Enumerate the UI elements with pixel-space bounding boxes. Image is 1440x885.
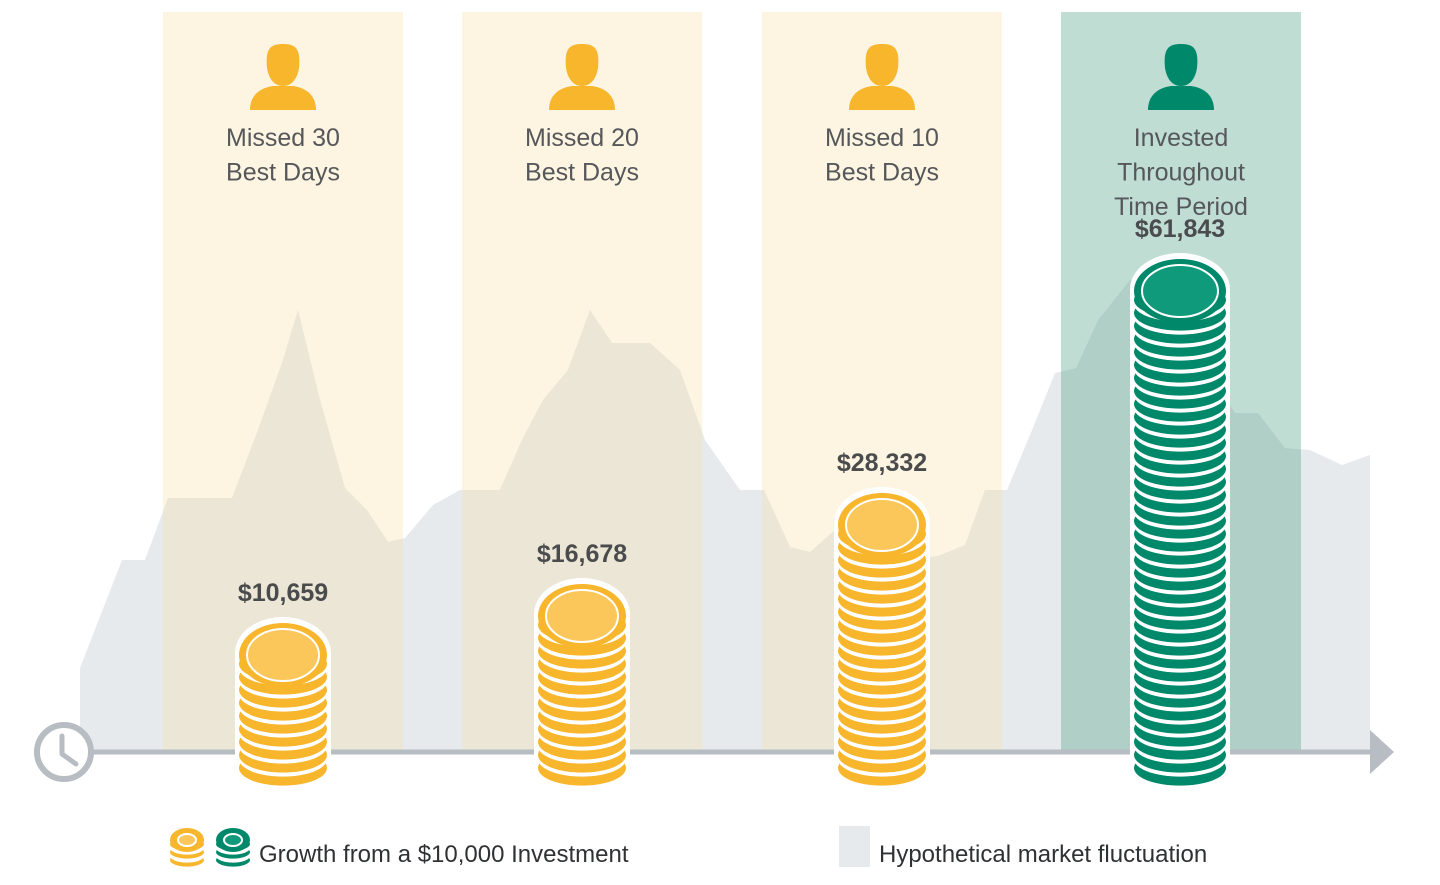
- category-label: Missed 10: [825, 124, 939, 152]
- legend: Growth from a $10,000 Investment Hypothe…: [166, 822, 1207, 873]
- legend-green-coins-icon: [212, 822, 254, 873]
- coin-stack: [235, 617, 331, 792]
- time-axis-arrow: [1370, 730, 1394, 774]
- person-icon: [250, 44, 316, 110]
- coin-stack: [534, 578, 630, 792]
- value-label: $61,843: [1135, 215, 1225, 243]
- value-label: $28,332: [837, 449, 927, 477]
- person-icon: [849, 44, 915, 110]
- clock-icon: [34, 722, 94, 782]
- legend-fluctuation-swatch: [839, 826, 870, 867]
- person-icon: [1148, 44, 1214, 110]
- category-label: Best Days: [226, 159, 340, 187]
- legend-coin-stack: [166, 822, 208, 873]
- category-label: Time Period: [1114, 193, 1248, 221]
- category-label: Throughout: [1117, 159, 1245, 187]
- value-label: $10,659: [238, 579, 328, 607]
- category-label: Best Days: [825, 159, 939, 187]
- legend-coin-stack: [212, 822, 254, 873]
- category-label: Missed 20: [525, 124, 639, 152]
- coin-stack: [834, 487, 930, 792]
- coin-stack: [1130, 253, 1230, 792]
- legend-gold-coins-icon: [166, 822, 208, 873]
- legend-fluctuation-label: Hypothetical market fluctuation: [879, 841, 1207, 868]
- legend-growth-label: Growth from a $10,000 Investment: [259, 841, 629, 868]
- value-label: $16,678: [537, 540, 627, 568]
- person-icon: [549, 44, 615, 110]
- category-label: Invested: [1134, 124, 1229, 152]
- category-label: Best Days: [525, 159, 639, 187]
- category-label: Missed 30: [226, 124, 340, 152]
